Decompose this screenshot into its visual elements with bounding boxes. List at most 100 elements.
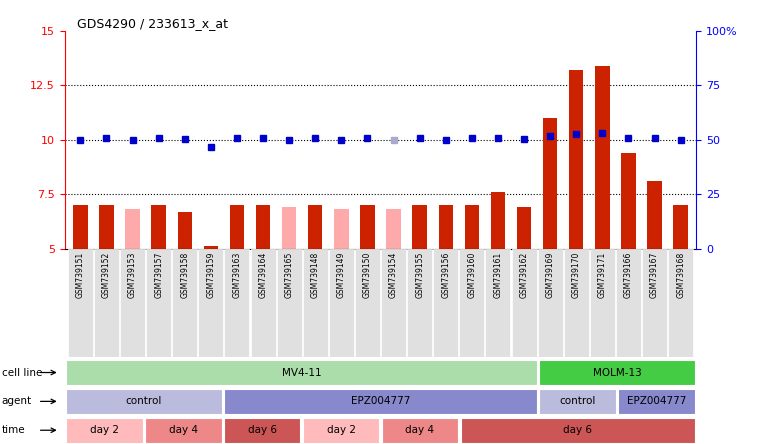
FancyBboxPatch shape <box>486 249 511 357</box>
Text: GDS4290 / 233613_x_at: GDS4290 / 233613_x_at <box>78 17 228 30</box>
Bar <box>256 205 270 249</box>
FancyBboxPatch shape <box>303 249 328 357</box>
FancyBboxPatch shape <box>199 249 224 357</box>
Text: GSM739149: GSM739149 <box>337 252 345 298</box>
Text: day 2: day 2 <box>90 425 119 435</box>
FancyBboxPatch shape <box>616 249 641 357</box>
FancyBboxPatch shape <box>407 249 432 357</box>
Text: day 6: day 6 <box>247 425 276 435</box>
FancyBboxPatch shape <box>65 360 537 385</box>
Bar <box>334 210 349 249</box>
Bar <box>230 205 244 249</box>
FancyBboxPatch shape <box>381 417 458 443</box>
Text: GSM739154: GSM739154 <box>389 252 398 298</box>
Text: day 4: day 4 <box>169 425 198 435</box>
FancyBboxPatch shape <box>224 249 250 357</box>
Text: GSM739155: GSM739155 <box>416 252 424 298</box>
Text: GSM739164: GSM739164 <box>259 252 268 298</box>
Text: GSM739148: GSM739148 <box>310 252 320 298</box>
FancyBboxPatch shape <box>668 249 693 357</box>
FancyBboxPatch shape <box>224 388 537 414</box>
Text: time: time <box>2 425 25 435</box>
Bar <box>73 205 88 249</box>
Bar <box>126 210 140 249</box>
Bar <box>387 210 401 249</box>
FancyBboxPatch shape <box>303 417 380 443</box>
Bar <box>99 205 113 249</box>
Text: GSM739152: GSM739152 <box>102 252 111 298</box>
Bar <box>465 205 479 249</box>
Bar <box>360 205 374 249</box>
FancyBboxPatch shape <box>564 249 589 357</box>
FancyBboxPatch shape <box>381 249 406 357</box>
Bar <box>491 192 505 249</box>
Bar <box>282 207 296 249</box>
Text: GSM739156: GSM739156 <box>441 252 451 298</box>
FancyBboxPatch shape <box>460 417 696 443</box>
Text: day 4: day 4 <box>406 425 435 435</box>
FancyBboxPatch shape <box>642 249 667 357</box>
FancyBboxPatch shape <box>540 360 696 385</box>
FancyBboxPatch shape <box>145 417 221 443</box>
Bar <box>595 66 610 249</box>
FancyBboxPatch shape <box>65 388 221 414</box>
Text: GSM739169: GSM739169 <box>546 252 555 298</box>
Text: GSM739150: GSM739150 <box>363 252 372 298</box>
Text: GSM739166: GSM739166 <box>624 252 633 298</box>
FancyBboxPatch shape <box>619 388 696 414</box>
FancyBboxPatch shape <box>537 249 562 357</box>
FancyBboxPatch shape <box>224 417 301 443</box>
Text: day 2: day 2 <box>326 425 355 435</box>
Text: GSM739158: GSM739158 <box>180 252 189 298</box>
Bar <box>517 207 531 249</box>
Bar <box>648 181 662 249</box>
Bar <box>412 205 427 249</box>
Text: GSM739165: GSM739165 <box>285 252 294 298</box>
Text: MV4-11: MV4-11 <box>282 368 321 377</box>
Bar <box>308 205 323 249</box>
FancyBboxPatch shape <box>590 249 615 357</box>
Text: MOLM-13: MOLM-13 <box>593 368 642 377</box>
Text: GSM739162: GSM739162 <box>520 252 529 298</box>
Bar <box>543 118 557 249</box>
Text: control: control <box>559 396 596 406</box>
FancyBboxPatch shape <box>355 249 380 357</box>
FancyBboxPatch shape <box>250 249 275 357</box>
FancyBboxPatch shape <box>276 249 301 357</box>
FancyBboxPatch shape <box>460 249 485 357</box>
FancyBboxPatch shape <box>94 249 119 357</box>
Text: GSM739153: GSM739153 <box>128 252 137 298</box>
Bar <box>673 205 688 249</box>
Text: GSM739168: GSM739168 <box>677 252 685 298</box>
Text: EPZ004777: EPZ004777 <box>627 396 686 406</box>
Bar <box>569 70 584 249</box>
FancyBboxPatch shape <box>68 249 93 357</box>
Text: GSM739157: GSM739157 <box>154 252 163 298</box>
Text: day 6: day 6 <box>563 425 592 435</box>
Text: GSM739160: GSM739160 <box>467 252 476 298</box>
FancyBboxPatch shape <box>120 249 145 357</box>
Text: control: control <box>126 396 162 406</box>
Text: GSM739161: GSM739161 <box>493 252 502 298</box>
Text: cell line: cell line <box>2 368 42 377</box>
FancyBboxPatch shape <box>65 417 142 443</box>
Text: agent: agent <box>2 396 32 406</box>
Bar <box>438 205 453 249</box>
FancyBboxPatch shape <box>146 249 171 357</box>
Text: GSM739170: GSM739170 <box>572 252 581 298</box>
FancyBboxPatch shape <box>511 249 537 357</box>
Text: GSM739159: GSM739159 <box>206 252 215 298</box>
Text: EPZ004777: EPZ004777 <box>351 396 410 406</box>
FancyBboxPatch shape <box>540 388 616 414</box>
Bar <box>177 212 192 249</box>
Text: GSM739151: GSM739151 <box>76 252 84 298</box>
Bar <box>621 153 635 249</box>
Text: GSM739163: GSM739163 <box>232 252 241 298</box>
FancyBboxPatch shape <box>329 249 354 357</box>
Bar <box>151 205 166 249</box>
Text: GSM739171: GSM739171 <box>598 252 607 298</box>
FancyBboxPatch shape <box>433 249 458 357</box>
Text: GSM739167: GSM739167 <box>650 252 659 298</box>
FancyBboxPatch shape <box>172 249 197 357</box>
Bar <box>204 246 218 249</box>
